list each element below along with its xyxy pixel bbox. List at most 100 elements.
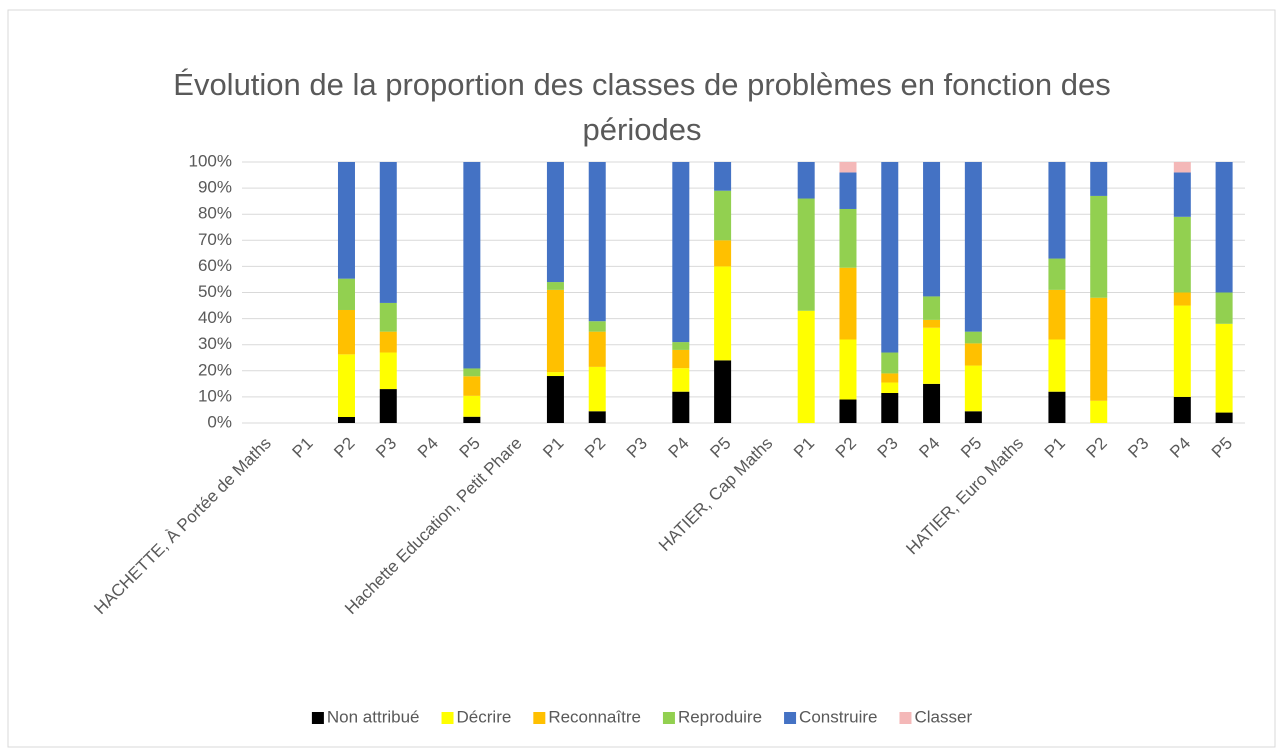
bar-segment [588,366,606,412]
bar-segment [379,162,397,303]
bar-segment [588,321,606,332]
bar-segment [672,162,690,343]
legend-label: Reproduire [678,707,762,726]
bar-segment [839,208,857,268]
y-tick-label: 60% [198,256,232,275]
bar-segment [546,162,564,283]
bar-segment [1173,292,1191,306]
bar-segment [588,331,606,367]
bar-segment [463,376,481,396]
legend-swatch [311,712,324,724]
bar-segment [964,411,982,423]
bar-segment [839,267,857,340]
bar-segment [588,411,606,423]
bar-segment [714,162,732,191]
bar-segment [839,162,857,173]
bar-segment [1048,339,1066,392]
legend-swatch [441,712,454,724]
bar-segment [337,354,355,417]
bar-segment [672,349,690,369]
bar-segment [337,309,355,355]
bar-segment [714,266,732,361]
y-tick-label: 80% [198,204,232,223]
bar-segment [964,343,982,366]
legend-swatch [784,712,797,724]
bar-segment [881,352,899,374]
bar-segment [337,162,355,279]
legend-swatch [899,712,912,724]
bar-segment [1215,162,1233,293]
chart-title: Évolution de la proportion des classes d… [173,67,1111,147]
legend: Non attribué Décrire Reconnaître Reproduire… [311,707,972,726]
bar-segment [1173,172,1191,217]
y-tick-label: 40% [198,308,232,327]
legend-label: Construire [799,707,877,726]
bar-segment [1048,258,1066,290]
bar-segment [588,162,606,322]
bar-segment [337,416,355,423]
bar-segment [546,289,564,373]
bar-segment [964,331,982,344]
bar-segment [463,368,481,377]
bar-segment [1173,305,1191,397]
bar-segment [1048,289,1066,340]
bar-segment [337,278,355,310]
legend-swatch [533,712,546,724]
legend-swatch [662,712,675,724]
bar-segment [1215,412,1233,423]
legend-label: Décrire [457,707,512,726]
bar-segment [1048,391,1066,423]
y-tick-label: 50% [198,282,232,301]
bar-segment [1090,195,1108,298]
bar-segment [923,296,941,320]
bar-segment [881,162,899,353]
bar-segment [964,365,982,412]
bar-segment [546,372,564,377]
bar-segment [1215,292,1233,324]
y-tick-label: 0% [207,412,232,431]
bar-segment [714,240,732,267]
legend-label: Classer [914,707,972,726]
bar-segment [797,162,815,199]
bar-segment [463,395,481,417]
y-tick-label: 100% [189,151,232,170]
y-tick-label: 10% [198,386,232,405]
bar-segment [839,172,857,209]
bar-segment [923,383,941,423]
bar-segment [881,373,899,383]
y-tick-label: 70% [198,230,232,249]
bar-segment [923,162,941,297]
legend-label: Non attribué [327,707,420,726]
bar-segment [672,391,690,423]
bar-segment [839,399,857,423]
bar-segment [839,339,857,400]
bar-segment [379,302,397,332]
bar-segment [1048,162,1066,259]
bar-segment [672,368,690,392]
bar-segment [379,331,397,353]
bar-segment [1090,162,1108,196]
bar-segment [964,162,982,332]
bar-segment [546,376,564,423]
bar-segment [923,319,941,328]
bar-segment [463,162,481,369]
legend-label: Reconnaître [548,707,641,726]
bar-segment [463,416,481,423]
bar-segment [881,382,899,393]
y-tick-label: 90% [198,178,232,197]
bar-segment [923,327,941,384]
y-tick-label: 20% [198,360,232,379]
bar-segment [714,190,732,241]
bar-segment [881,392,899,423]
bar-segment [797,198,815,311]
bar-segment [1215,323,1233,413]
bar-segment [714,360,732,423]
bar-segment [546,282,564,290]
bar-segment [379,352,397,390]
bar-segment [1090,400,1108,423]
bar-segment [1173,162,1191,173]
bar-segment [1173,216,1191,293]
bar-segment [1090,297,1108,401]
